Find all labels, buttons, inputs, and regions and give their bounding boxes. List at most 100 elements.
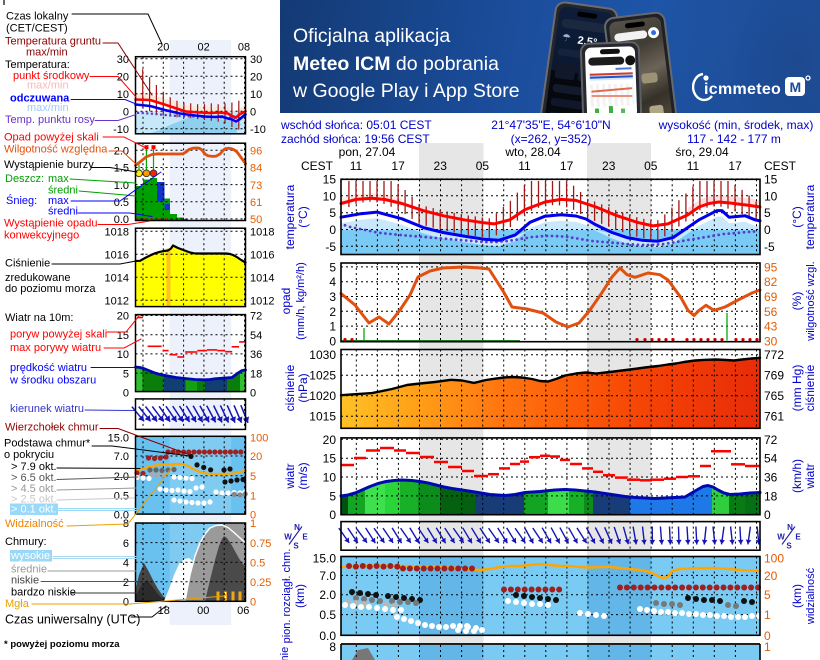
svg-text:poryw powyżej skali: poryw powyżej skali (10, 329, 107, 341)
svg-text:50: 50 (250, 214, 262, 226)
svg-text:0.5: 0.5 (319, 608, 336, 622)
svg-text:Mgła: Mgła (5, 598, 30, 610)
svg-text:10: 10 (323, 189, 337, 203)
svg-text:10: 10 (250, 89, 262, 101)
svg-text:o pokryciu: o pokryciu (4, 449, 54, 461)
svg-text:niskie: niskie (11, 575, 39, 587)
svg-text:* powyżej poziomu morza: * powyżej poziomu morza (4, 639, 120, 650)
svg-text:max/min: max/min (26, 47, 68, 59)
svg-text:Wierzchołek chmur: Wierzchołek chmur (5, 422, 99, 434)
svg-text:(x=262, y=352): (x=262, y=352) (511, 132, 592, 146)
svg-text:20: 20 (117, 72, 129, 84)
svg-text:1030: 1030 (309, 348, 336, 362)
svg-text:M: M (790, 79, 802, 95)
svg-text:> 6.5 okt.: > 6.5 okt. (11, 472, 57, 484)
svg-text:Wystąpienie burzy: Wystąpienie burzy (4, 159, 94, 171)
svg-text:100: 100 (250, 433, 268, 445)
svg-text:N: N (294, 523, 300, 532)
svg-text:CEST: CEST (301, 159, 334, 173)
svg-text:17: 17 (560, 159, 574, 173)
svg-text:1012: 1012 (105, 296, 129, 308)
svg-text:765: 765 (764, 389, 784, 403)
svg-text:0.5: 0.5 (114, 197, 129, 209)
svg-text:30: 30 (250, 54, 262, 66)
svg-text:zachód słońca: 19:56 CEST: zachód słońca: 19:56 CEST (281, 132, 430, 146)
svg-text:21°47'35"E, 54°6'10"N: 21°47'35"E, 54°6'10"N (491, 118, 610, 132)
svg-text:23: 23 (602, 159, 616, 173)
svg-text:117 - 142 - 177 m: 117 - 142 - 177 m (687, 132, 781, 146)
svg-text:Czas lokalny: Czas lokalny (6, 11, 69, 23)
svg-text:5: 5 (329, 260, 336, 274)
svg-text:10: 10 (323, 471, 337, 485)
svg-text:23: 23 (434, 159, 448, 173)
svg-text:61: 61 (250, 197, 262, 209)
svg-text:17: 17 (391, 159, 405, 173)
svg-text:W: W (777, 533, 785, 542)
svg-text:pon, 27.04: pon, 27.04 (339, 145, 396, 159)
svg-text:(hPa): (hPa) (296, 373, 310, 402)
svg-text:1018: 1018 (250, 227, 274, 239)
svg-text:(mm/h, kg/m²/h): (mm/h, kg/m²/h) (295, 262, 307, 340)
svg-text:E: E (302, 533, 308, 542)
svg-text:Śnieg:: Śnieg: (6, 194, 37, 207)
svg-text:(°C): (°C) (790, 206, 804, 227)
svg-text:pion. rozciągł. chm.: pion. rozciągł. chm. (281, 549, 293, 644)
svg-text:ciśnienie: ciśnienie (283, 364, 297, 411)
svg-text:bardzo niskie: bardzo niskie (11, 587, 76, 599)
svg-text:96: 96 (250, 146, 262, 158)
svg-text:w środku obszaru: w środku obszaru (9, 375, 96, 387)
svg-text:17: 17 (728, 159, 742, 173)
svg-text:-5: -5 (325, 240, 336, 254)
svg-text:84: 84 (250, 163, 262, 175)
svg-text:zredukowane: zredukowane (5, 272, 70, 284)
svg-text:średni: średni (48, 206, 78, 218)
svg-text:icmmeteo: icmmeteo (704, 81, 781, 98)
svg-text:769: 769 (764, 369, 784, 383)
svg-text:0.0: 0.0 (114, 509, 129, 521)
svg-text:8: 8 (329, 640, 336, 654)
svg-text:0.0: 0.0 (114, 214, 129, 226)
svg-text:95: 95 (764, 260, 778, 274)
svg-text:max/min: max/min (27, 102, 69, 114)
svg-text:max: max (48, 173, 69, 185)
svg-text:W: W (284, 533, 292, 542)
svg-text:5: 5 (250, 471, 256, 483)
svg-text:wilgotność wzgl.: wilgotność wzgl. (805, 261, 817, 341)
svg-text:73: 73 (250, 180, 262, 192)
svg-text:max/min: max/min (27, 80, 69, 92)
svg-text:15.0: 15.0 (108, 433, 129, 445)
svg-text:odczuwana: odczuwana (10, 93, 70, 105)
svg-text:5: 5 (329, 206, 336, 220)
svg-text:(CET/CEST): (CET/CEST) (6, 23, 68, 35)
svg-text:1018: 1018 (105, 227, 129, 239)
svg-text:0.75: 0.75 (250, 538, 271, 550)
svg-text:średnie: średnie (11, 564, 47, 576)
svg-text:0: 0 (123, 388, 129, 400)
svg-text:20: 20 (157, 42, 169, 54)
svg-text:N: N (787, 523, 793, 532)
svg-text:0: 0 (764, 223, 771, 237)
svg-text:761: 761 (764, 410, 784, 424)
svg-text:0: 0 (250, 388, 256, 400)
svg-text:72: 72 (250, 311, 262, 323)
svg-text:Chmury:: Chmury: (5, 536, 47, 548)
svg-text:(km/h): (km/h) (790, 459, 804, 493)
svg-text:0: 0 (123, 107, 129, 119)
svg-text:15.0: 15.0 (313, 552, 337, 566)
svg-text:konwekcyjnego: konwekcyjnego (4, 230, 79, 242)
svg-text:0: 0 (329, 334, 336, 348)
svg-text:1014: 1014 (250, 273, 274, 285)
svg-text:ciśnienie: ciśnienie (803, 364, 817, 411)
svg-text:18: 18 (250, 368, 262, 380)
svg-text:wiatr: wiatr (283, 463, 297, 489)
svg-text:20: 20 (764, 569, 778, 583)
svg-text:02: 02 (197, 42, 209, 54)
svg-text:36: 36 (250, 349, 262, 361)
svg-text:Podstawa chmur*: Podstawa chmur* (4, 438, 91, 450)
svg-text:Temperatura:: Temperatura: (5, 59, 70, 71)
svg-text:1: 1 (329, 320, 336, 334)
svg-text:punkt środkowy: punkt środkowy (13, 70, 90, 82)
svg-text:15: 15 (117, 330, 129, 342)
svg-text:temperatura: temperatura (283, 184, 297, 249)
svg-text:00: 00 (197, 605, 209, 617)
